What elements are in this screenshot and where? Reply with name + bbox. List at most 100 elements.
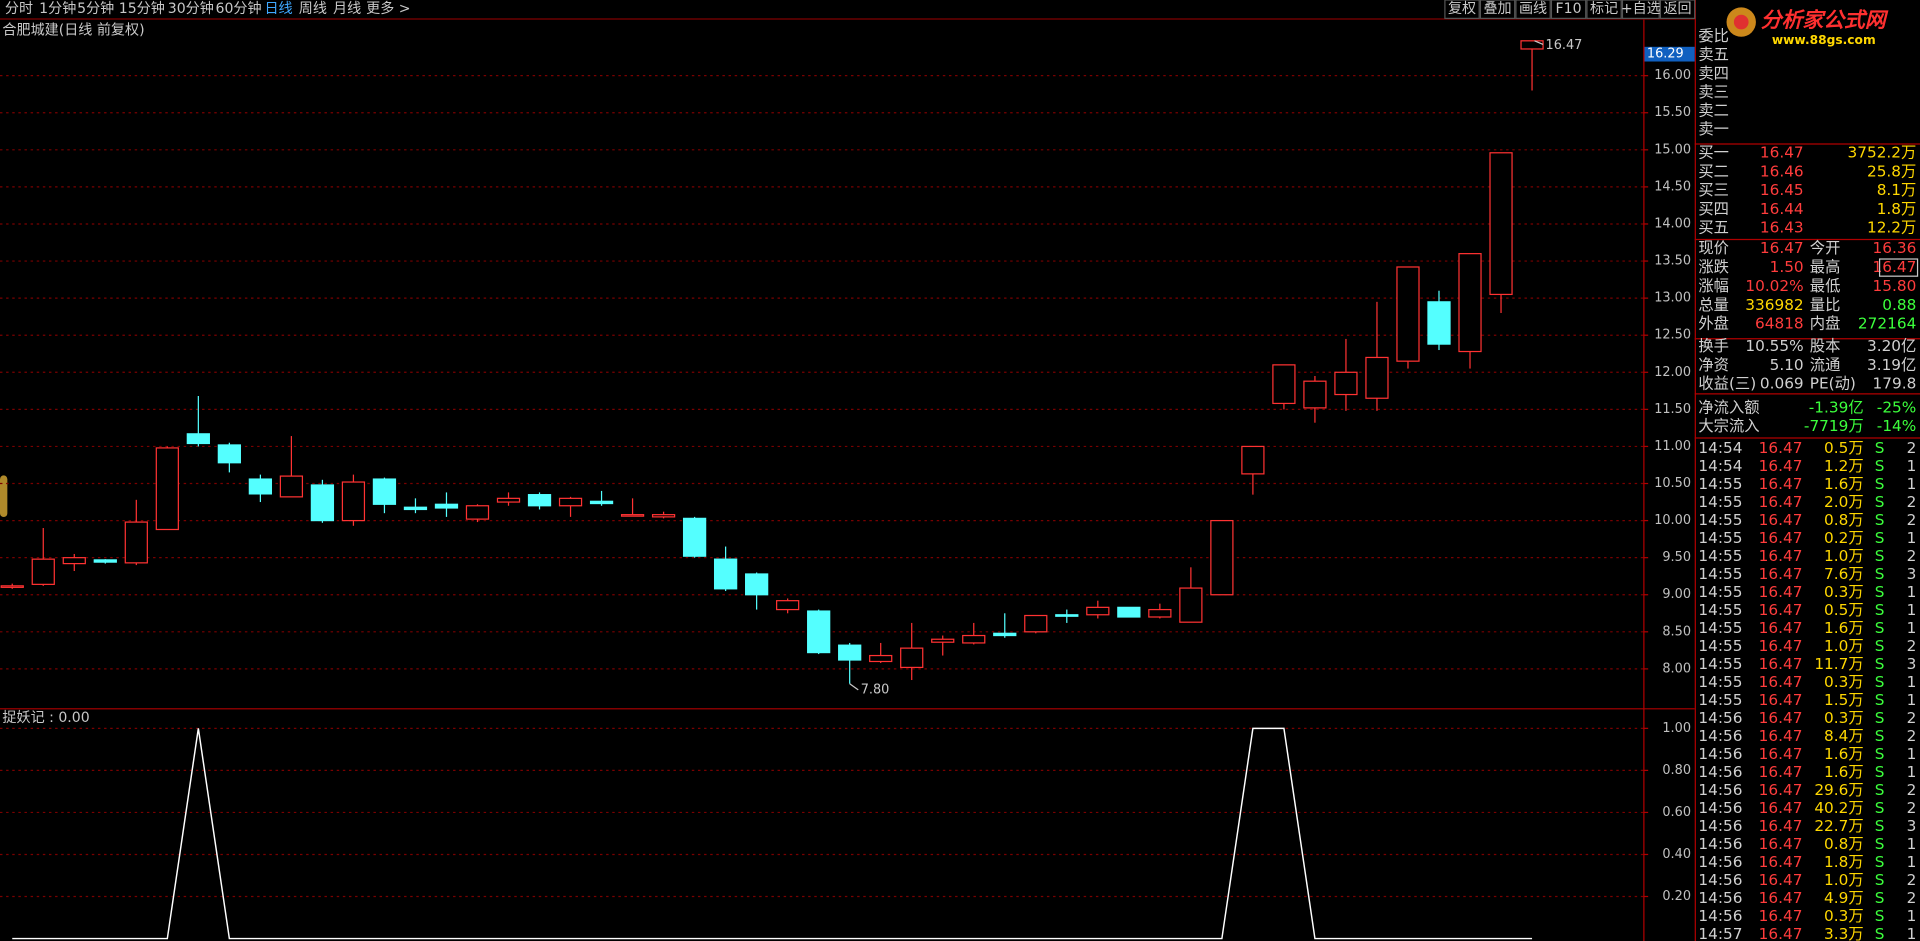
bid-volume: 25.8万 [1867, 162, 1916, 180]
toolbar-button[interactable]: 返回 [1663, 1, 1691, 17]
trade-side: S [1875, 907, 1885, 925]
trade-volume: 1.6万 [1824, 763, 1864, 781]
period-tab[interactable]: 日线 [264, 1, 292, 17]
trade-count: 2 [1907, 637, 1917, 655]
trade-volume: 0.3万 [1824, 709, 1864, 727]
trade-time: 14:55 [1698, 655, 1742, 673]
trade-count: 2 [1907, 439, 1917, 457]
toolbar-button-frame [1444, 0, 1480, 19]
trade-volume: 4.9万 [1824, 889, 1864, 907]
candle-body [1272, 364, 1296, 405]
trade-time: 14:55 [1698, 529, 1742, 547]
y-tick-label: 10.00 [1654, 513, 1691, 528]
quote-label: 涨幅 [1698, 277, 1729, 295]
quote-value: 16.36 [1873, 239, 1917, 257]
bid-label: 买二 [1698, 162, 1729, 180]
bid-price: 16.47 [1760, 144, 1804, 162]
watermark: 分析家公式网 www.88gs.com [1726, 7, 1889, 47]
period-tab[interactable]: 15分钟 [119, 0, 165, 17]
candle-body [1117, 606, 1141, 618]
period-tab[interactable]: 30分钟 [168, 0, 214, 17]
trade-price: 16.47 [1759, 727, 1803, 745]
period-tab[interactable]: 60分钟 [216, 0, 262, 17]
trade-count: 2 [1907, 547, 1917, 565]
trade-price: 16.47 [1759, 619, 1803, 637]
toolbar-button-frame [1621, 0, 1660, 19]
toolbar-button[interactable]: 叠加 [1483, 1, 1511, 17]
period-tab[interactable]: 分时 [5, 1, 33, 17]
max-label: 16.47 [1546, 38, 1583, 53]
candle-body [589, 500, 614, 505]
candle-body [1179, 587, 1203, 623]
quote-value: 15.80 [1873, 277, 1917, 295]
trade-time: 14:55 [1698, 601, 1742, 619]
trade-price: 16.47 [1759, 799, 1803, 817]
toolbar-button[interactable]: 复权 [1448, 0, 1476, 17]
toolbar-button-frame [1586, 0, 1622, 19]
logo-title: 分析家公式网 [1761, 8, 1889, 32]
y-tick-label: 13.00 [1654, 291, 1691, 306]
candle-body [807, 610, 831, 654]
bid-price: 16.45 [1760, 181, 1804, 199]
trade-side: S [1875, 871, 1885, 889]
y-tick-label: 14.00 [1654, 216, 1691, 231]
trade-volume: 0.5万 [1824, 439, 1864, 457]
candle-body [310, 484, 335, 522]
quote-label: 股本 [1810, 337, 1841, 355]
trade-price: 16.47 [1759, 835, 1803, 853]
trade-count: 3 [1907, 655, 1917, 673]
trade-side: S [1875, 691, 1885, 709]
trade-count: 1 [1907, 835, 1917, 853]
trade-side: S [1875, 763, 1885, 781]
period-tab[interactable]: 更多 > [366, 0, 410, 17]
trade-volume: 40.2万 [1814, 799, 1863, 817]
candle-body [527, 494, 552, 507]
period-tab[interactable]: 1分钟 [39, 0, 76, 17]
flow-label: 净流入额 [1698, 399, 1759, 417]
quote-value: 272164 [1858, 315, 1916, 333]
candle-body [248, 478, 273, 495]
bid-label: 买三 [1698, 181, 1729, 199]
trade-volume: 0.8万 [1824, 835, 1864, 853]
toolbar-button[interactable]: +自选 [1621, 1, 1661, 17]
toolbar-button[interactable]: 标记 [1590, 1, 1618, 17]
candle-body [900, 647, 924, 669]
candle-body [496, 497, 521, 503]
trade-time: 14:56 [1698, 727, 1742, 745]
quote-value: 179.8 [1873, 374, 1917, 392]
trade-side: S [1875, 889, 1885, 907]
quote-value: 5.10 [1770, 356, 1804, 374]
bid-volume: 8.1万 [1877, 181, 1917, 199]
quote-label: 收益(三) [1698, 374, 1756, 392]
trade-time: 14:55 [1698, 511, 1742, 529]
trade-count: 1 [1907, 745, 1917, 763]
trade-price: 16.47 [1759, 925, 1803, 941]
toolbar-button[interactable]: 画线 [1519, 1, 1547, 17]
y-tick-label: 15.00 [1654, 142, 1691, 157]
trade-count: 1 [1907, 925, 1917, 941]
y-tick-label: 15.50 [1654, 105, 1691, 120]
trade-time: 14:55 [1698, 637, 1742, 655]
order-ratio-label: 委比 [1698, 27, 1729, 45]
trade-side: S [1875, 835, 1885, 853]
trade-volume: 29.6万 [1814, 781, 1863, 799]
candle-body [93, 559, 117, 563]
period-tab[interactable]: 周线 [299, 1, 327, 17]
y-tick-label: 9.00 [1662, 587, 1691, 602]
trade-price: 16.47 [1759, 439, 1803, 457]
trade-count: 1 [1907, 529, 1917, 547]
bid-price: 16.46 [1760, 162, 1804, 180]
side-tab[interactable] [0, 475, 8, 518]
trade-price: 16.47 [1759, 817, 1803, 835]
trade-volume: 1.6万 [1824, 745, 1864, 763]
trade-price: 16.47 [1759, 781, 1803, 799]
quote-label: 最低 [1810, 277, 1841, 295]
toolbar-button[interactable]: F10 [1556, 1, 1582, 17]
period-tab[interactable]: 月线 [333, 1, 361, 17]
toolbar-button-frame [1479, 0, 1516, 19]
flow-percent: -25% [1877, 399, 1917, 417]
period-tab[interactable]: 5分钟 [77, 0, 114, 17]
trade-side: S [1875, 583, 1885, 601]
